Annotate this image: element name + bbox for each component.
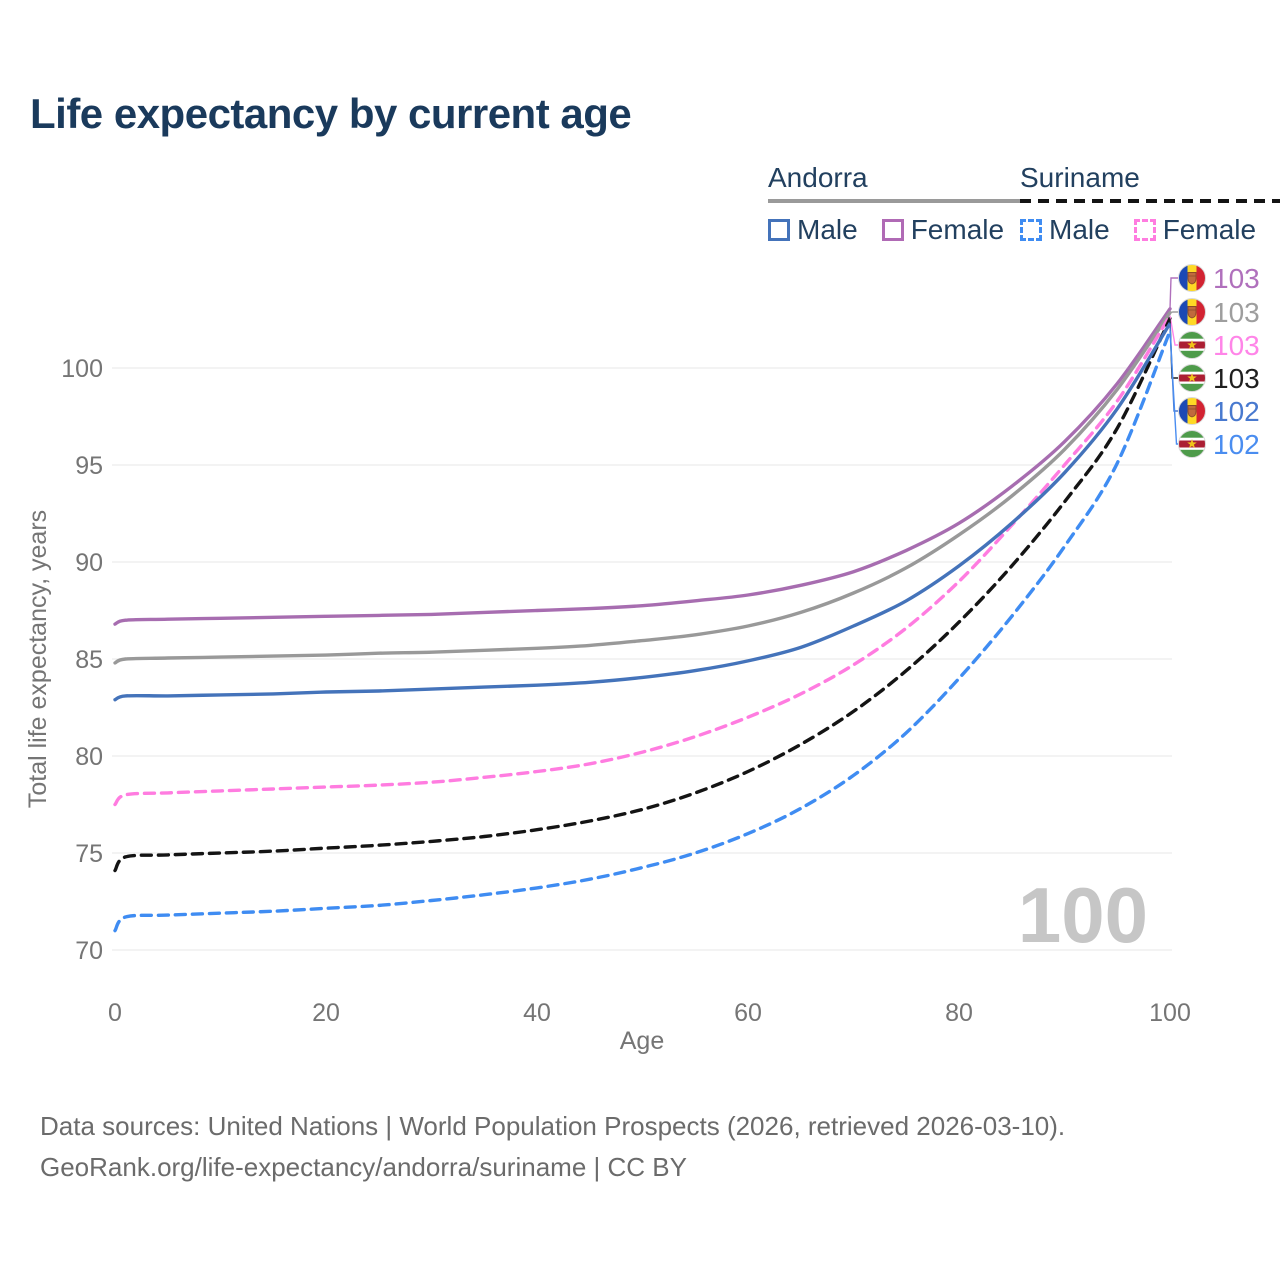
y-tick-label: 80 [75,743,103,771]
legend-country-label: Andorra [768,162,868,193]
y-tick-label: 90 [75,549,103,577]
y-tick-label: 70 [75,937,103,965]
legend-country-label: Suriname [1020,162,1140,193]
legend-item-andorra-male[interactable]: Male [768,214,858,246]
page-title: Life expectancy by current age [30,90,632,137]
end-value-label-andorra-female: 103 [1213,263,1260,294]
legend-underline-solid [768,199,1029,203]
legend-underline-dashed [1020,199,1280,203]
legend-group-andorra: Andorra Male Female [768,162,1029,246]
leader-line-suriname-male [1169,331,1178,445]
series-line-suriname-male [113,329,1172,933]
legend-item-label: Male [797,214,858,245]
series-line-suriname-both-sexes [113,316,1172,873]
series-line-suriname-female [113,313,1172,807]
flag-ring [1178,430,1206,458]
x-tick-label: 80 [945,999,973,1027]
flag-ring [1178,364,1206,392]
x-tick-label: 20 [312,999,340,1027]
x-tick-label: 100 [1149,999,1191,1027]
flag-icon-suriname [1178,364,1206,392]
flag-icon-andorra [1178,298,1206,326]
leader-line-suriname-female [1169,315,1178,346]
flag-icon-suriname [1178,430,1206,458]
flag-icon-andorra [1178,264,1206,292]
y-tick-label: 100 [61,355,103,383]
x-axis-title: Age [620,1027,664,1055]
legend-swatch-dashed-male-icon [1020,219,1042,241]
flag-ring [1178,298,1206,326]
x-tick-label: 0 [108,999,122,1027]
end-value-label-suriname-both-sexes: 103 [1213,363,1260,394]
footer-attribution-url: GeoRank.org/life-expectancy/andorra/suri… [40,1152,687,1182]
series-line-andorra-male [113,321,1172,702]
x-tick-label: 60 [734,999,762,1027]
legend-item-andorra-female[interactable]: Female [881,214,1005,246]
series-line-andorra-female [113,307,1172,626]
legend-item-label: Female [910,214,1005,245]
legend-group-suriname: Suriname Male Female [1020,162,1280,246]
legend-item-label: Male [1049,214,1110,245]
leader-line-andorra-female [1169,277,1178,309]
footer-data-sources: Data sources: United Nations | World Pop… [40,1111,1066,1141]
legend-swatch-solid-female-icon [881,219,904,241]
end-value-label-suriname-male: 102 [1213,429,1260,460]
end-value-label-andorra-both-sexes: 103 [1213,297,1260,328]
y-tick-label: 75 [75,840,103,868]
legend-swatch-dashed-female-icon [1133,219,1156,241]
flag-icon-andorra [1178,397,1206,425]
y-tick-label: 95 [75,452,103,480]
legend-item-suriname-male[interactable]: Male [1020,214,1110,246]
x-tick-label: 40 [523,999,551,1027]
flag-ring [1178,397,1206,425]
flag-icon-suriname [1178,331,1206,359]
flag-ring [1178,331,1206,359]
y-axis-title: Total life expectancy, years [24,510,52,808]
y-tick-label: 85 [75,646,103,674]
footer: Data sources: United Nations | World Pop… [40,1106,1065,1188]
legend-item-suriname-female[interactable]: Female [1133,214,1257,246]
flag-ring [1178,264,1206,292]
age-counter-watermark: 100 [1018,871,1148,959]
legend-swatch-solid-male-icon [768,219,790,241]
leader-line-andorra-both-sexes [1169,311,1178,314]
series-line-andorra-both-sexes [113,311,1172,665]
end-value-label-andorra-male: 102 [1213,396,1260,427]
end-value-label-suriname-female: 103 [1213,330,1260,361]
legend-item-label: Female [1162,214,1257,245]
